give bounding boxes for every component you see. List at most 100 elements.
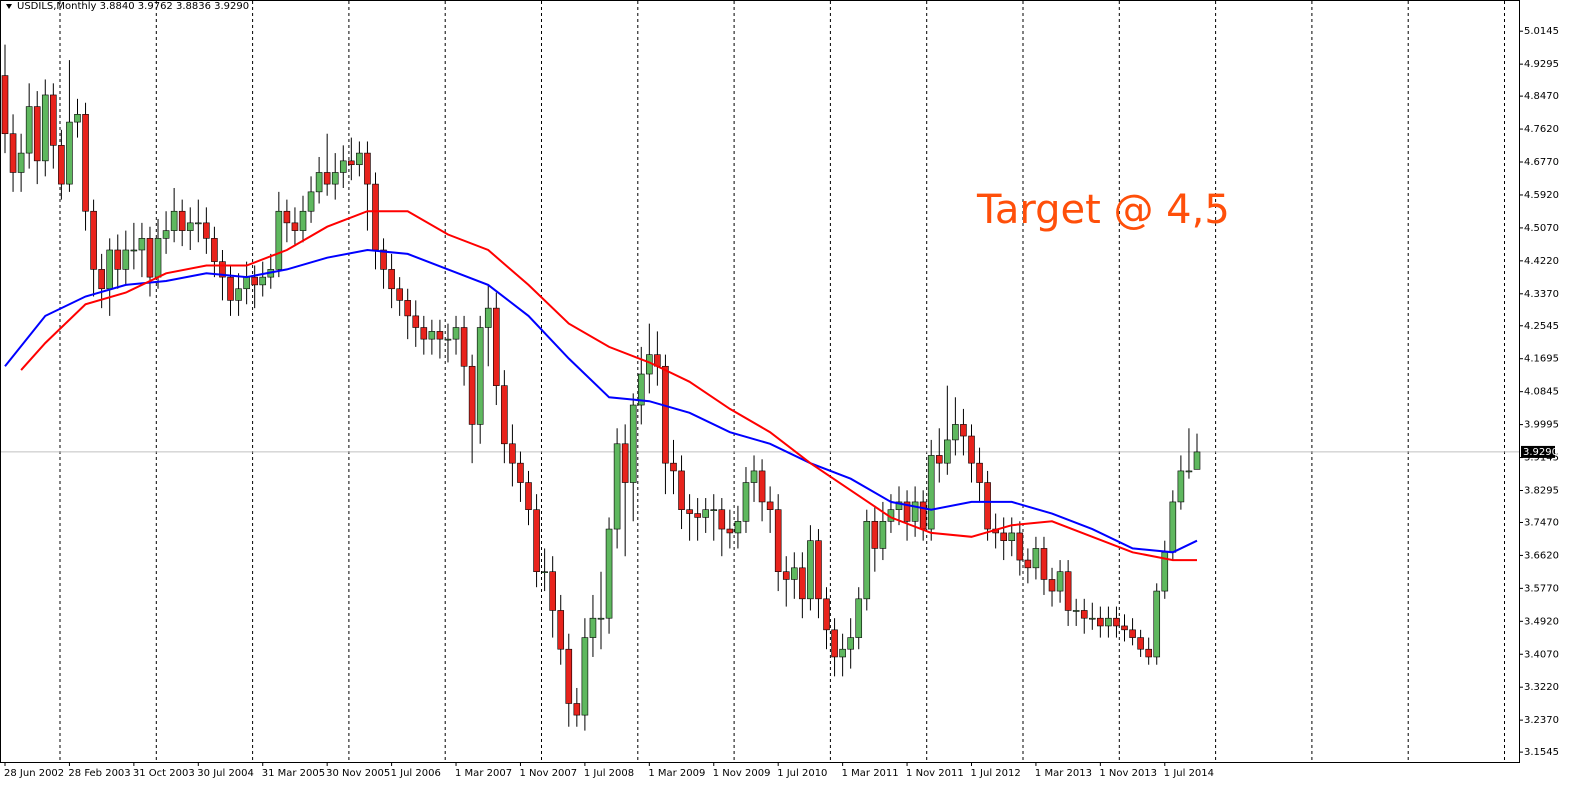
- candle-body: [678, 470, 685, 510]
- candle-body: [211, 238, 218, 262]
- candle-body: [1056, 571, 1064, 592]
- candle-body: [356, 152, 363, 166]
- candle-body: [533, 509, 540, 572]
- y-tick-label: 4.6770: [1524, 157, 1559, 168]
- candle-body: [130, 249, 138, 252]
- y-tick-label: 3.8295: [1524, 485, 1559, 496]
- x-tick-label: 1 Jul 2010: [777, 768, 827, 779]
- candle-body: [178, 210, 186, 231]
- candle-body: [235, 288, 242, 301]
- candle-body: [927, 455, 935, 530]
- candle-body: [799, 567, 806, 600]
- candle-body: [428, 331, 436, 340]
- candle-body: [1105, 617, 1112, 627]
- y-tick-label: 3.3220: [1524, 682, 1559, 693]
- x-tick-label: 1 Jul 2006: [391, 768, 441, 779]
- candle-body: [82, 114, 89, 212]
- y-tick-label: 3.9995: [1524, 420, 1559, 431]
- candle-body: [186, 222, 194, 231]
- x-tick-label: 1 Jul 2012: [970, 768, 1020, 779]
- candle-body: [782, 571, 790, 580]
- candle-body: [452, 327, 460, 340]
- candle-body: [613, 443, 621, 530]
- candle-body: [1008, 532, 1016, 541]
- candle-body: [162, 230, 170, 239]
- candle-body: [41, 94, 49, 162]
- candle-body: [710, 509, 718, 511]
- candle-body: [629, 404, 637, 483]
- candle-body: [436, 331, 444, 340]
- candle-body: [307, 191, 315, 212]
- candle-body: [1193, 451, 1201, 470]
- candle-body: [670, 462, 677, 472]
- candle-body: [581, 637, 589, 716]
- candle-body: [1121, 625, 1128, 631]
- x-tick-label: 28 Jun 2002: [4, 768, 64, 779]
- x-tick-label: 31 Mar 2005: [262, 768, 325, 779]
- candle-body: [17, 152, 25, 173]
- candle-body: [1185, 470, 1193, 473]
- candle-body: [1032, 548, 1040, 569]
- candle-body: [847, 637, 854, 650]
- candle-body: [597, 617, 605, 620]
- candle-body: [1048, 579, 1056, 592]
- x-tick-label: 1 Mar 2009: [648, 768, 705, 779]
- y-tick-label: 4.0845: [1524, 387, 1559, 398]
- candle-body: [944, 439, 951, 464]
- candle-body: [750, 470, 758, 483]
- candle-body: [517, 462, 524, 483]
- y-tick-label: 3.4070: [1524, 649, 1559, 660]
- candle-body: [573, 703, 581, 716]
- candle-body: [952, 424, 959, 441]
- y-tick-label: 4.5920: [1524, 190, 1559, 201]
- candle-body: [1080, 610, 1088, 619]
- y-tick-label: 3.7470: [1524, 517, 1559, 528]
- candle-body: [251, 276, 258, 286]
- candle-body: [1, 75, 9, 135]
- y-tick-label: 4.3370: [1524, 289, 1559, 300]
- candle-body: [871, 521, 879, 549]
- candle-body: [831, 629, 838, 658]
- y-tick-label: 4.4220: [1524, 256, 1559, 267]
- y-tick-label: 3.1545: [1524, 747, 1559, 758]
- candle-body: [919, 501, 927, 530]
- candle-body: [565, 648, 573, 704]
- candle-body: [90, 210, 97, 270]
- header-arrow: [6, 4, 12, 9]
- candle-body: [66, 121, 73, 185]
- y-tick-label: 3.9145: [1524, 453, 1559, 464]
- candle-body: [444, 338, 452, 341]
- candle-body: [935, 455, 943, 464]
- candle-body: [420, 327, 428, 340]
- candle-body: [1064, 571, 1072, 611]
- candle-body: [1153, 590, 1161, 658]
- y-tick-label: 3.4920: [1524, 616, 1559, 627]
- candle-body: [154, 238, 162, 278]
- x-tick-label: 1 Nov 2013: [1099, 768, 1157, 779]
- candle-body: [1137, 637, 1144, 650]
- candle-body: [1145, 648, 1152, 658]
- candle-body: [758, 470, 766, 503]
- candle-body: [1040, 548, 1048, 580]
- candle-body: [766, 501, 774, 510]
- candle-body: [194, 222, 202, 225]
- candle-body: [605, 528, 613, 619]
- candle-body: [662, 365, 669, 464]
- candle-body: [492, 307, 500, 386]
- candle-body: [259, 276, 267, 286]
- candle-body: [339, 160, 347, 173]
- candle-body: [74, 114, 81, 123]
- candle-body: [412, 315, 420, 328]
- candle-body: [291, 222, 299, 231]
- x-tick-label: 28 Feb 2003: [68, 768, 130, 779]
- chart-header: USDILS,Monthly 3.8840 3.9762 3.8836 3.92…: [17, 1, 249, 12]
- candle-body: [404, 300, 412, 317]
- y-tick-label: 3.2370: [1524, 715, 1559, 726]
- x-tick-label: 1 Jul 2014: [1164, 768, 1214, 779]
- candle-body: [790, 567, 798, 580]
- x-tick-label: 1 Jul 2008: [584, 768, 634, 779]
- candle-body: [637, 373, 645, 406]
- candle-body: [122, 249, 130, 270]
